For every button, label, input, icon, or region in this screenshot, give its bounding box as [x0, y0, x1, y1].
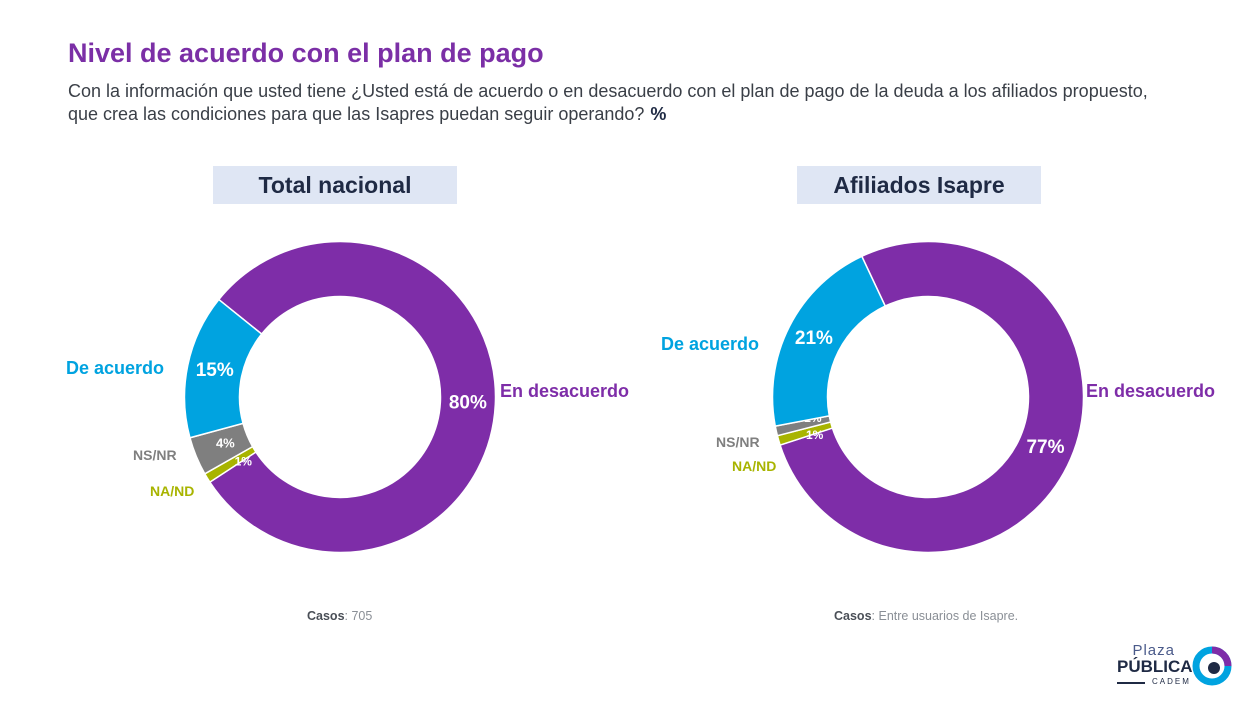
- label-de-acuerdo-1-text: De acuerdo: [66, 358, 165, 378]
- label-de-acuerdo-1: De acuerdo: [66, 358, 164, 379]
- casos-label-1: Casos: [307, 609, 345, 623]
- page-title: Nivel de acuerdo con el plan de pago: [68, 38, 544, 68]
- question-text: Con la información que usted tiene ¿Uste…: [68, 80, 1148, 126]
- value-label-de-acuerdo-1: 15%: [196, 360, 234, 381]
- label-en-desacuerdo-2: En desacuerdo: [1086, 381, 1216, 401]
- casos-note-2: Casos: Entre usuarios de Isapre.: [834, 609, 1018, 623]
- casos-value-1: : 705: [344, 609, 373, 623]
- value-label-na-nd-1: 1%: [235, 455, 253, 469]
- label-na-nd-2: NA/ND: [732, 458, 777, 474]
- logo-line2: PÚBLICA: [1117, 657, 1193, 676]
- percent-unit: %: [650, 104, 667, 124]
- value-label-ns-nr-1: 4%: [216, 436, 235, 451]
- logo-line1: Plaza: [1132, 642, 1175, 659]
- plaza-publica-cadem-logo: Plaza PÚBLICA CADEM: [1112, 640, 1237, 690]
- panel-title-total-nacional: Total nacional: [213, 166, 457, 204]
- value-label-en-desacuerdo-1: 80%: [449, 392, 487, 413]
- casos-note-1: Casos: 705: [307, 609, 372, 623]
- logo-line3: CADEM: [1152, 677, 1191, 686]
- casos-value-2: : Entre usuarios de Isapre.: [871, 609, 1019, 623]
- value-label-na-nd-2: 1%: [806, 428, 824, 442]
- label-de-acuerdo-2: De acuerdo: [661, 334, 760, 354]
- slice-de-acuerdo-2: [771, 255, 887, 428]
- slice-en-desacuerdo-1: [208, 240, 497, 554]
- logo-underline: [1117, 682, 1145, 684]
- value-label-en-desacuerdo-2: 77%: [1026, 437, 1064, 458]
- slice-en-desacuerdo-2: [779, 240, 1085, 554]
- question-text-body: Con la información que usted tiene ¿Uste…: [68, 81, 1148, 124]
- slice-de-acuerdo-1: [183, 298, 263, 439]
- value-label-de-acuerdo-2: 21%: [795, 328, 833, 349]
- panel-title-afiliados-isapre: Afiliados Isapre: [797, 166, 1041, 204]
- label-na-nd-1: NA/ND: [150, 483, 195, 499]
- label-en-desacuerdo-1: En desacuerdo: [500, 381, 630, 401]
- casos-label-2: Casos: [834, 609, 872, 623]
- logo-swirl-icon: [1192, 646, 1232, 686]
- label-ns-nr-2: NS/NR: [716, 434, 760, 450]
- label-ns-nr-1: NS/NR: [133, 447, 177, 463]
